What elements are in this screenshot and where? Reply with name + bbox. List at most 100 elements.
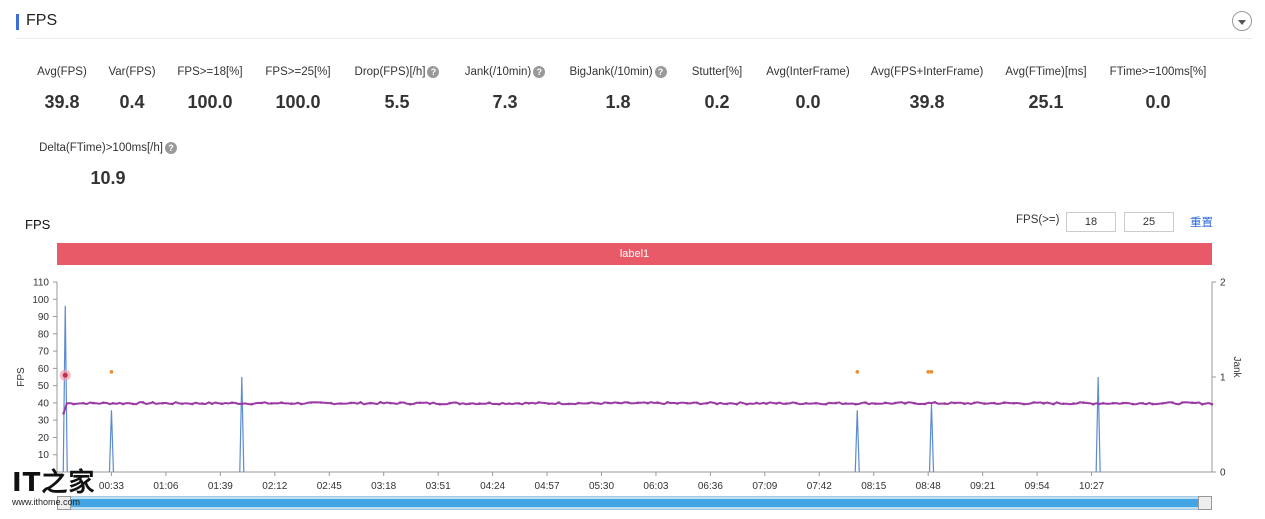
metric-label-text: Stutter[%]	[691, 66, 743, 78]
fps-point	[1042, 402, 1045, 405]
metric-value: 0.0	[795, 92, 821, 112]
metric-label: Stutter[%]	[637, 66, 797, 78]
metric-value: 0.2	[704, 92, 730, 112]
fps-point	[290, 402, 293, 405]
help-icon[interactable]: ?	[164, 142, 177, 154]
fps-point	[1032, 401, 1036, 404]
metric-value: 100.0	[275, 92, 321, 112]
metric-label-text: FTime>=100ms[%]	[1109, 66, 1207, 78]
fps-point	[299, 402, 303, 406]
fps-point	[864, 401, 867, 404]
fps-point	[1171, 401, 1174, 404]
fps-point	[369, 401, 372, 405]
y2-tick-label: 2	[1220, 278, 1226, 289]
metric-label: Var(FPS)	[52, 66, 212, 78]
fps-point	[458, 402, 461, 406]
fps-point	[755, 401, 758, 405]
fps-point	[349, 401, 353, 405]
y-tick-label: 90	[38, 312, 50, 323]
fps-point	[1190, 401, 1194, 404]
fps-point	[507, 402, 511, 405]
fps-point	[359, 401, 362, 404]
fps-point	[1111, 401, 1115, 405]
title-accent	[16, 14, 19, 30]
fps-point	[1161, 402, 1164, 405]
threshold-label: FPS(>=)	[1016, 214, 1060, 226]
metric-r1-3: FPS>=25[%] 100.0	[218, 66, 378, 113]
fps-point	[181, 402, 184, 406]
collapse-toggle-icon[interactable]	[1232, 11, 1252, 31]
x-tick-label: 08:48	[916, 481, 941, 492]
fps-point	[161, 401, 164, 405]
metric-label: Jank(/10min)?	[425, 66, 585, 78]
fps-point	[448, 401, 452, 405]
fps-point	[92, 401, 95, 405]
y-tick-label: 10	[38, 450, 50, 461]
x-tick-label: 02:45	[317, 481, 342, 492]
fps-point	[646, 401, 649, 405]
fps-point	[735, 402, 739, 406]
fps-point	[329, 401, 333, 405]
fps-point	[497, 403, 501, 406]
fps-point	[1131, 402, 1135, 406]
x-tick-label: 05:30	[589, 481, 614, 492]
metric-value: 39.8	[44, 92, 80, 112]
fps-point	[1002, 401, 1006, 404]
fps-point	[1012, 401, 1016, 405]
watermark-url: www.ithome.com	[12, 497, 81, 507]
y-tick-label: 30	[38, 416, 50, 427]
timeline-scrollbar[interactable]	[57, 496, 1212, 510]
scrollbar-right-handle[interactable]	[1198, 496, 1212, 510]
jank-spike	[928, 403, 935, 473]
metric-label: FPS>=25[%]	[218, 66, 378, 78]
fps-point	[874, 402, 877, 405]
fps-point	[319, 401, 323, 404]
fps-point	[923, 402, 927, 406]
fps-point	[478, 402, 481, 405]
x-tick-label: 04:24	[480, 481, 505, 492]
metric-label-text: Var(FPS)	[108, 66, 156, 78]
metric-r1-9: Avg(FPS+InterFrame) 39.8	[847, 66, 1007, 113]
bigjank-marker	[109, 370, 114, 374]
help-icon[interactable]: ?	[427, 66, 440, 78]
fps-point	[230, 401, 234, 404]
fps-point	[517, 402, 521, 405]
metric-label-text: FPS>=18[%]	[177, 66, 243, 78]
fps-point	[903, 402, 907, 405]
metric-value: 7.3	[492, 92, 518, 112]
y2-axis-title: Jank	[1231, 356, 1242, 378]
metric-label-text: FPS>=25[%]	[265, 66, 331, 78]
y-tick-label: 110	[33, 278, 49, 289]
fps-point	[893, 401, 897, 405]
fps-point	[428, 402, 432, 406]
x-tick-label: 08:15	[861, 481, 886, 492]
fps-point	[339, 402, 343, 405]
metric-label: BigJank(/10min)?	[538, 66, 698, 78]
fps-point	[309, 401, 313, 404]
help-icon[interactable]: ?	[654, 66, 667, 78]
metric-value: 5.5	[384, 92, 410, 112]
x-tick-label: 02:12	[262, 481, 287, 492]
fps-point	[943, 402, 946, 405]
fps-point	[884, 401, 887, 405]
label-bar[interactable]: label1	[57, 243, 1212, 265]
fps-point	[191, 402, 194, 406]
metric-r1-11: FTime>=100ms[%] 0.0	[1078, 66, 1238, 113]
fps-point	[567, 402, 570, 406]
metric-r1-5: Jank(/10min)? 7.3	[425, 66, 585, 113]
y-tick-label: 70	[38, 347, 50, 358]
fps-point	[62, 412, 65, 415]
fps-point	[715, 402, 719, 406]
scrollbar-fill	[58, 499, 1211, 507]
scrollbar-left-handle[interactable]	[57, 496, 71, 510]
x-tick-label: 09:54	[1025, 481, 1050, 492]
threshold-low-input[interactable]: 18	[1066, 212, 1116, 232]
fps-point	[676, 402, 679, 405]
help-icon[interactable]: ?	[533, 66, 546, 78]
fps-point	[844, 402, 847, 405]
metric-label-text: Avg(FPS+InterFrame)	[870, 66, 984, 78]
fps-point	[596, 402, 600, 405]
fps-point	[527, 402, 531, 405]
threshold-high-input[interactable]: 25	[1124, 212, 1174, 232]
reset-link[interactable]: 重置	[1190, 217, 1213, 229]
